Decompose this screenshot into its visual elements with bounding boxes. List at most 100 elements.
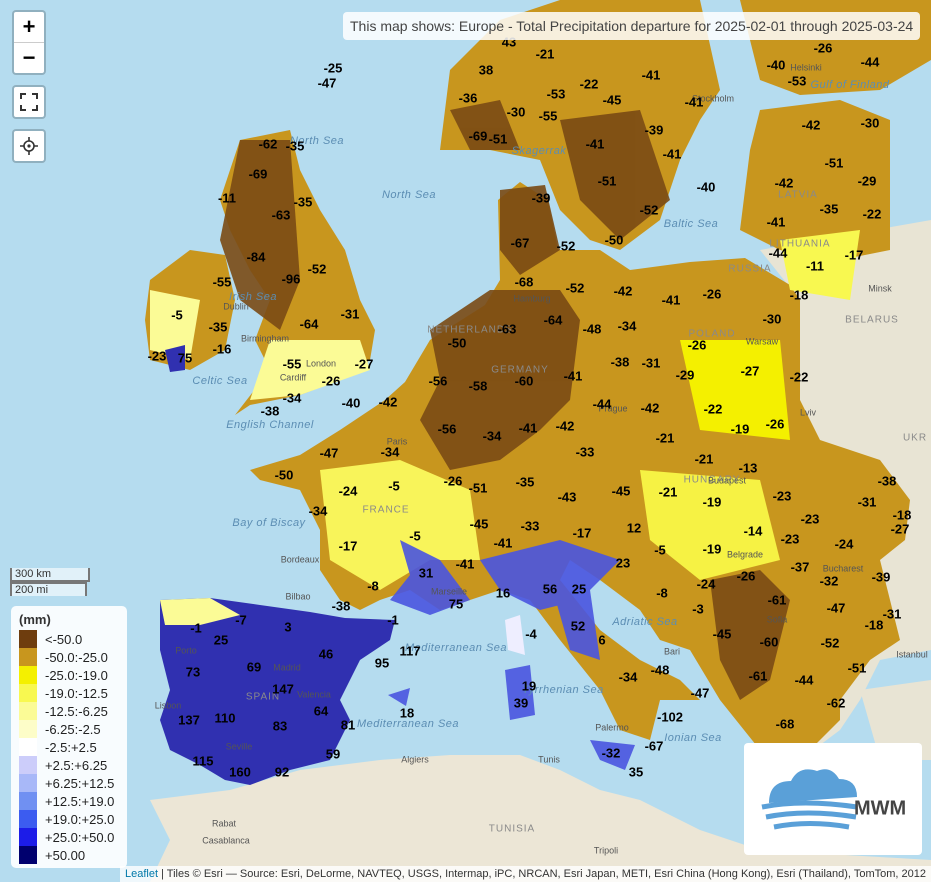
station-value: -61 bbox=[749, 668, 768, 683]
station-value: 95 bbox=[375, 655, 389, 670]
city-label: Marseille bbox=[431, 586, 467, 596]
station-value: -26 bbox=[814, 40, 833, 55]
station-value: -19 bbox=[703, 494, 722, 509]
fullscreen-control[interactable] bbox=[12, 85, 46, 119]
station-value: -41 bbox=[519, 420, 538, 435]
legend-swatch bbox=[19, 846, 37, 864]
station-value: -52 bbox=[308, 261, 327, 276]
legend-item: +25.0:+50.0 bbox=[19, 828, 127, 846]
station-value: -102 bbox=[657, 709, 683, 724]
locate-icon bbox=[14, 131, 44, 161]
station-value: -5 bbox=[388, 478, 400, 493]
station-value: -21 bbox=[695, 451, 714, 466]
station-value: -19 bbox=[731, 421, 750, 436]
station-value: -4 bbox=[525, 626, 537, 641]
station-value: -61 bbox=[768, 592, 787, 607]
logo-graphic: MWM bbox=[761, 769, 906, 830]
station-value: -31 bbox=[642, 355, 661, 370]
zoom-out[interactable]: − bbox=[22, 45, 36, 70]
station-value: -37 bbox=[791, 559, 810, 574]
city-label: Minsk bbox=[868, 283, 892, 293]
precip-dry bbox=[220, 100, 790, 700]
legend-item: -19.0:-12.5 bbox=[19, 684, 127, 702]
city-label: Porto bbox=[175, 645, 197, 655]
legend: (mm) <-50.0 -50.0:-25.0 -25.0:-19.0 -19.0:-… bbox=[11, 606, 127, 868]
sea-label: Tyrrhenian Sea bbox=[522, 684, 603, 696]
station-value: -26 bbox=[322, 373, 341, 388]
scale-bar: 300 km 200 mi bbox=[10, 568, 90, 596]
fullscreen-icon bbox=[14, 87, 44, 117]
station-value: -51 bbox=[598, 173, 617, 188]
sea-label: Mediterranean Sea bbox=[405, 642, 507, 654]
station-value: -40 bbox=[767, 57, 786, 72]
logo-text: MWM bbox=[854, 797, 906, 819]
station-value: 75 bbox=[449, 596, 463, 611]
station-value: -33 bbox=[576, 444, 595, 459]
legend-swatch bbox=[19, 648, 37, 666]
station-value: -24 bbox=[835, 536, 855, 551]
station-value: -30 bbox=[507, 104, 526, 119]
sea-label: North Sea bbox=[382, 189, 436, 201]
station-value: -34 bbox=[381, 444, 401, 459]
station-value: -47 bbox=[320, 445, 339, 460]
station-value: -13 bbox=[739, 460, 758, 475]
station-value: -52 bbox=[557, 238, 576, 253]
legend-title: (mm) bbox=[19, 612, 51, 627]
city-label: London bbox=[306, 358, 336, 368]
locate-control[interactable] bbox=[12, 129, 46, 163]
country-label: HUNGARY bbox=[684, 475, 741, 486]
precip-moderate bbox=[150, 230, 860, 590]
sea-label: Mediterranean Sea bbox=[357, 718, 459, 730]
station-value: -3 bbox=[692, 601, 704, 616]
precip-neutral bbox=[505, 615, 525, 655]
station-value: -27 bbox=[355, 356, 374, 371]
city-label: Valencia bbox=[297, 689, 331, 699]
city-label: Paris bbox=[387, 436, 408, 446]
station-value: -47 bbox=[691, 685, 710, 700]
station-value: -55 bbox=[539, 108, 558, 123]
station-value: -96 bbox=[282, 271, 301, 286]
station-value: -55 bbox=[213, 274, 232, 289]
station-value: -41 bbox=[662, 292, 681, 307]
country-label: LITHUANIA bbox=[769, 239, 830, 250]
station-value: -36 bbox=[459, 90, 478, 105]
legend-item: +2.5:+6.25 bbox=[19, 756, 127, 774]
station-value: -34 bbox=[283, 390, 303, 405]
sea-label: Irish Sea bbox=[229, 291, 277, 303]
station-value: -31 bbox=[341, 306, 360, 321]
station-value: -40 bbox=[697, 179, 716, 194]
legend-swatch bbox=[19, 792, 37, 810]
logo: MWM bbox=[744, 743, 922, 855]
zoom-in[interactable]: + bbox=[14, 12, 44, 43]
station-value: -41 bbox=[494, 535, 513, 550]
station-value: 92 bbox=[275, 764, 289, 779]
station-value: -29 bbox=[676, 367, 695, 382]
station-value: -60 bbox=[760, 634, 779, 649]
station-value: -48 bbox=[583, 321, 602, 336]
station-value: -26 bbox=[766, 416, 785, 431]
city-label: Belgrade bbox=[727, 549, 763, 559]
station-value: -64 bbox=[544, 312, 564, 327]
city-label: Tunis bbox=[538, 754, 560, 764]
legend-label: +6.25:+12.5 bbox=[45, 775, 115, 791]
station-value: -45 bbox=[713, 626, 732, 641]
station-value: -40 bbox=[342, 395, 361, 410]
station-value: 56 bbox=[543, 581, 557, 596]
logo-waves bbox=[761, 800, 858, 830]
station-value: -5 bbox=[171, 307, 183, 322]
station-value: 46 bbox=[319, 646, 333, 661]
station-value: -39 bbox=[872, 569, 891, 584]
country-label: UKR bbox=[903, 433, 927, 444]
station-value: -25 bbox=[324, 60, 343, 75]
station-value: 110 bbox=[215, 710, 236, 725]
station-value: -45 bbox=[603, 92, 622, 107]
station-value: -23 bbox=[148, 348, 167, 363]
legend-label: -2.5:+2.5 bbox=[45, 739, 97, 755]
station-value: -11 bbox=[806, 258, 824, 273]
logo-cloud bbox=[769, 769, 857, 803]
station-value: 38 bbox=[479, 62, 493, 77]
station-value: 25 bbox=[214, 632, 228, 647]
attribution-link[interactable]: Leaflet bbox=[125, 868, 159, 880]
station-value: -35 bbox=[209, 319, 228, 334]
station-value: -69 bbox=[249, 166, 268, 181]
